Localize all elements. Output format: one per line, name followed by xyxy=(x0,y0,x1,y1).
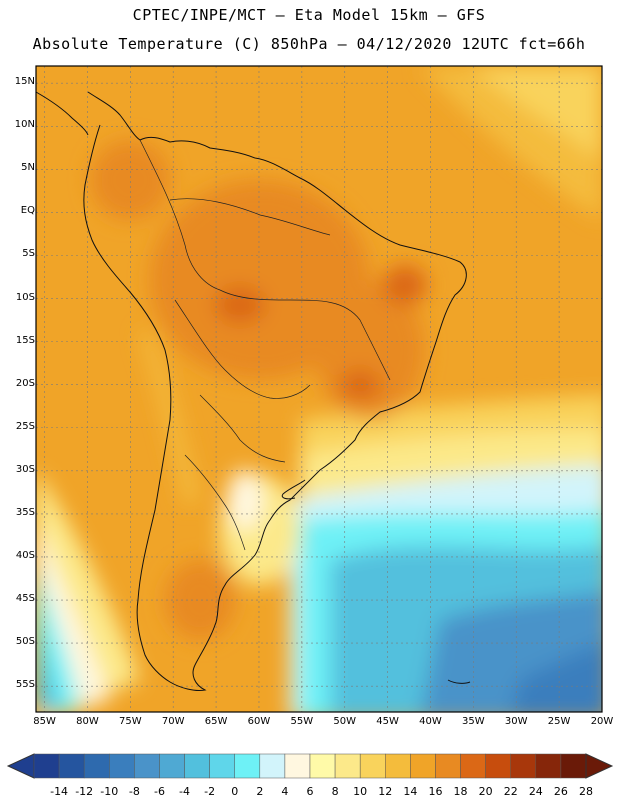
lon-label: 55W xyxy=(290,716,314,727)
lat-label: 40S xyxy=(15,549,35,561)
lon-label: 20W xyxy=(590,716,614,727)
colorbar-swatch xyxy=(159,753,185,779)
colorbar-swatch xyxy=(535,753,562,779)
colorbar-label: -8 xyxy=(128,785,140,798)
colorbar-label: 20 xyxy=(478,785,493,798)
lat-label: 45S xyxy=(15,593,35,605)
colorbar-label: 16 xyxy=(428,785,443,798)
colorbar-swatch xyxy=(309,753,336,779)
lon-label: 30W xyxy=(504,716,528,727)
lat-label: 30S xyxy=(15,463,35,475)
lon-label: 85W xyxy=(33,716,56,727)
lon-label: 50W xyxy=(333,716,357,727)
colorbar-swatch xyxy=(359,753,386,779)
lon-label: 80W xyxy=(76,716,99,727)
colorbar-swatch xyxy=(134,753,160,779)
colorbar-swatch xyxy=(184,753,210,779)
colorbar-swatch xyxy=(284,753,311,779)
colorbar-label: 12 xyxy=(378,785,393,798)
colorbar-max-arrow xyxy=(585,753,614,779)
lat-label: 20S xyxy=(15,377,35,389)
lat-label: 35S xyxy=(15,506,35,518)
temperature-field xyxy=(36,66,602,712)
colorbar-label: 6 xyxy=(306,785,314,798)
lon-label: 70W xyxy=(161,716,185,727)
colorbar-swatch xyxy=(33,753,60,779)
colorbar-label: 26 xyxy=(553,785,568,798)
colorbar-label: 22 xyxy=(503,785,518,798)
colorbar-label: 8 xyxy=(331,785,339,798)
title-line-1: CPTEC/INPE/MCT – Eta Model 15km – GFS xyxy=(132,6,486,24)
lon-label: 45W xyxy=(376,716,399,727)
map-frame xyxy=(35,65,603,713)
colorbar-label: 24 xyxy=(528,785,543,798)
lon-label: 25W xyxy=(547,716,571,727)
lat-label: 5S xyxy=(22,248,35,260)
colorbar-label: 0 xyxy=(231,785,239,798)
title-line-2: Absolute Temperature (C) 850hPa – 04/12/… xyxy=(32,35,586,53)
colorbar-swatch xyxy=(83,753,110,779)
colorbar xyxy=(6,753,614,779)
colorbar-label: 14 xyxy=(403,785,418,798)
colorbar-label: 10 xyxy=(353,785,368,798)
lon-label: 75W xyxy=(119,716,142,727)
colorbar-label: -10 xyxy=(100,785,119,798)
lat-label: 15S xyxy=(15,334,35,346)
colorbar-swatch xyxy=(209,753,235,779)
colorbar-label: 28 xyxy=(579,785,593,798)
lon-label: 40W xyxy=(419,716,442,727)
colorbar-label: -14 xyxy=(50,785,69,798)
colorbar-swatch xyxy=(485,753,511,779)
lat-label: 10N xyxy=(14,119,35,131)
colorbar-label: 4 xyxy=(281,785,289,798)
colorbar-label: -4 xyxy=(179,785,191,798)
colorbar-swatch xyxy=(234,753,261,779)
colorbar-swatch xyxy=(109,753,135,779)
lon-label: 35W xyxy=(462,716,485,727)
colorbar-swatch xyxy=(410,753,436,779)
lat-label: 55S xyxy=(15,679,35,691)
lat-label: 25S xyxy=(15,420,35,432)
lat-label: 10S xyxy=(15,291,35,303)
colorbar-swatch xyxy=(510,753,537,779)
lon-label: 60W xyxy=(247,716,271,727)
colorbar-min-arrow xyxy=(6,753,35,779)
coastline-outline xyxy=(35,91,471,691)
colorbar-label: 18 xyxy=(453,785,468,798)
lat-label: 5N xyxy=(21,162,35,174)
lat-label: 15N xyxy=(14,76,35,88)
colorbar-swatch xyxy=(334,753,361,779)
colorbar-label: 2 xyxy=(256,785,264,798)
colorbar-swatch xyxy=(435,753,461,779)
lat-lon-grid xyxy=(36,66,603,712)
lat-label: EQ xyxy=(20,205,35,217)
colorbar-label: -12 xyxy=(75,785,94,798)
lat-label: 50S xyxy=(15,636,35,648)
lon-label: 65W xyxy=(204,716,228,727)
colorbar-swatch xyxy=(460,753,486,779)
country-borders xyxy=(139,139,391,551)
colorbar-swatch xyxy=(58,753,85,779)
colorbar-label: -6 xyxy=(153,785,165,798)
colorbar-swatch xyxy=(385,753,411,779)
colorbar-swatch xyxy=(259,753,286,779)
colorbar-label: -2 xyxy=(204,785,216,798)
colorbar-swatch xyxy=(560,753,587,779)
